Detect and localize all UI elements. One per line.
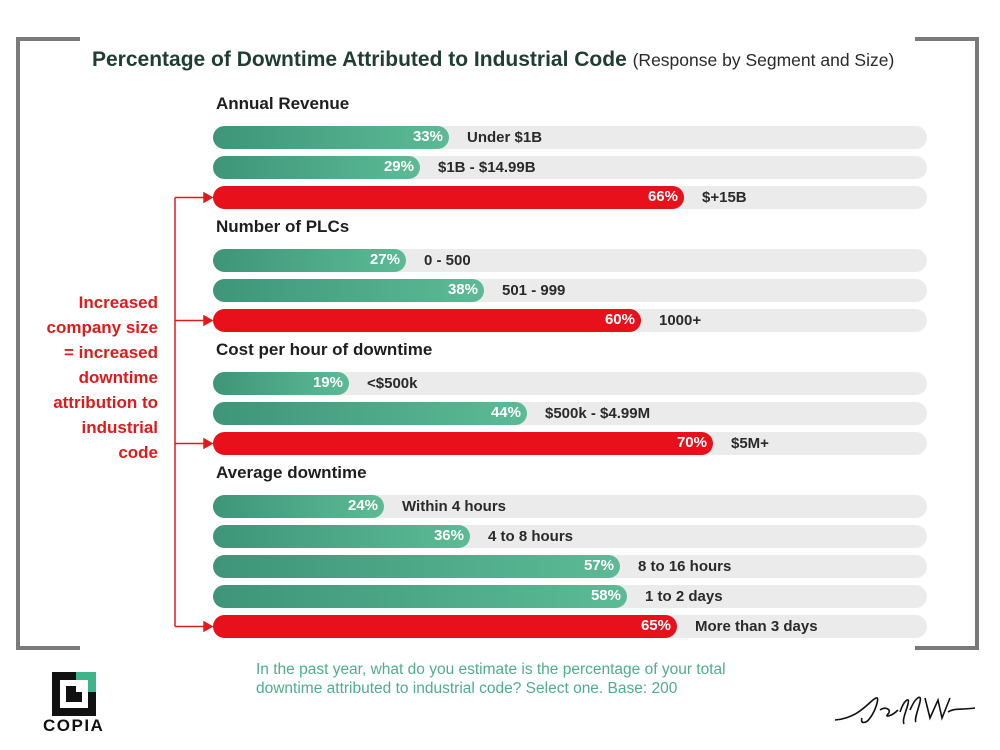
- segment-title: Average downtime: [216, 463, 367, 482]
- bar-value-label: 33%: [412, 128, 443, 145]
- logo-text: COPIA: [43, 716, 105, 735]
- bar-track: 57% 8 to 16 hours: [213, 555, 927, 578]
- bar-category-label: 0 - 500: [424, 252, 471, 269]
- bar-value-label: 36%: [433, 527, 464, 544]
- bar-track: 24% Within 4 hours: [213, 495, 927, 518]
- bar-category-label: Within 4 hours: [402, 498, 507, 515]
- bar-category-label: More than 3 days: [695, 618, 818, 635]
- arrow-head-icon: [203, 620, 214, 633]
- bar-track: 66% $+15B: [213, 186, 927, 209]
- bar: [213, 525, 470, 548]
- bar: [213, 402, 527, 425]
- bar: [213, 585, 627, 608]
- bar: [213, 279, 484, 302]
- bar-category-label: $5M+: [731, 435, 769, 452]
- bar: [213, 309, 641, 332]
- chart-title: Percentage of Downtime Attributed to Ind…: [92, 48, 895, 71]
- bar-category-label: Under $1B: [467, 129, 543, 146]
- bar-category-label: $1B - $14.99B: [438, 159, 536, 176]
- bar-value-label: 57%: [583, 557, 614, 574]
- segment-title: Cost per hour of downtime: [216, 340, 433, 359]
- segment-title: Number of PLCs: [216, 217, 350, 236]
- bar-category-label: $500k - $4.99M: [545, 405, 651, 422]
- bar-category-label: <$500k: [367, 375, 418, 392]
- bar: [213, 555, 620, 578]
- bar: [213, 156, 420, 179]
- bar-category-label: 501 - 999: [502, 282, 566, 299]
- bar-value-label: 70%: [676, 434, 707, 451]
- bar-track: 27% 0 - 500: [213, 249, 927, 272]
- chart-subtitle: (Response by Segment and Size): [632, 50, 895, 70]
- bar: [213, 126, 449, 149]
- bar: [213, 615, 677, 638]
- segment-title: Annual Revenue: [216, 94, 350, 113]
- bar-track: 44% $500k - $4.99M: [213, 402, 927, 425]
- bar: [213, 495, 384, 518]
- bar-value-label: 44%: [490, 404, 521, 421]
- footnote-line-2: downtime attributed to industrial code? …: [256, 680, 678, 697]
- bar-value-label: 60%: [604, 311, 635, 328]
- bar-track: 33% Under $1B: [213, 126, 927, 149]
- bar-value-label: 24%: [347, 497, 378, 514]
- bar-track: 70% $5M+: [213, 432, 927, 455]
- survey-footnote: In the past year, what do you estimate i…: [256, 660, 816, 698]
- side-annotation: Increased company size = increased downt…: [46, 293, 159, 462]
- copia-logo-icon: [52, 672, 96, 716]
- bar-category-label: 1 to 2 days: [645, 588, 723, 605]
- bar-category-label: $+15B: [702, 189, 747, 206]
- bar-track: 36% 4 to 8 hours: [213, 525, 927, 548]
- bar-track: 38% 501 - 999: [213, 279, 927, 302]
- bar-value-label: 29%: [383, 158, 414, 175]
- footnote-line-1: In the past year, what do you estimate i…: [256, 661, 726, 678]
- bar: [213, 186, 684, 209]
- bar-category-label: 4 to 8 hours: [488, 528, 574, 545]
- bar-track: 58% 1 to 2 days: [213, 585, 927, 608]
- bar: [213, 432, 713, 455]
- bar-value-label: 19%: [312, 374, 343, 391]
- bar-track: 65% More than 3 days: [213, 615, 927, 638]
- bar: [213, 372, 349, 395]
- bar-value-label: 27%: [369, 251, 400, 268]
- bar-track: 60% 1000+: [213, 309, 927, 332]
- bar-category-label: 8 to 16 hours: [638, 558, 732, 575]
- bar-track: 19% <$500k: [213, 372, 927, 395]
- bar: [213, 249, 406, 272]
- bar-value-label: 66%: [647, 188, 678, 205]
- left-bracket: [16, 37, 80, 650]
- bar-value-label: 58%: [590, 587, 621, 604]
- arrow-head-icon: [203, 314, 214, 327]
- bar-category-label: 1000+: [659, 312, 702, 329]
- author-signature: [834, 696, 976, 725]
- bar-track: 29% $1B - $14.99B: [213, 156, 927, 179]
- bar-value-label: 38%: [447, 281, 478, 298]
- bar-value-label: 65%: [640, 617, 671, 634]
- arrow-head-icon: [203, 437, 214, 450]
- arrow-head-icon: [203, 191, 214, 204]
- highlight-arrows: [174, 191, 214, 633]
- right-bracket: [915, 37, 979, 650]
